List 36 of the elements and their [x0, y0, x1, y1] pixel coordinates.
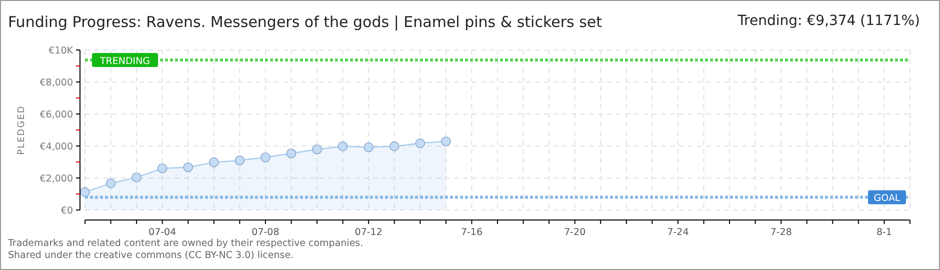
ref-line-label: GOAL [874, 193, 901, 204]
point [286, 148, 296, 158]
point [80, 187, 90, 197]
point [209, 157, 219, 168]
x-tick-label: 07-04 [148, 227, 176, 238]
point [132, 172, 142, 182]
x-tick-label: 7-16 [460, 227, 482, 238]
y-axis-title: PLEDGED [17, 105, 27, 155]
y-tick-label: €2,000 [40, 174, 73, 184]
point [260, 152, 270, 162]
text: Shared under the creative commons (CC BY-NC 3.0) license. [8, 250, 294, 261]
y-tick-label: €0 [60, 206, 73, 216]
y-tick-label: €10K [48, 46, 74, 56]
x-tick-label: 8-1 [876, 227, 892, 238]
point [183, 162, 194, 172]
x-tick-label: 7-20 [564, 227, 586, 238]
chart-subtitle: Trending: €9,374 (1171%) [736, 13, 920, 29]
point [106, 178, 116, 188]
x-tick-label: 07-08 [252, 227, 280, 238]
x-tick-label: 07-12 [354, 227, 382, 238]
y-tick-label: €8,000 [40, 78, 73, 88]
point [338, 141, 348, 152]
text: Trademarks and related content are owned by their respective companies. [7, 238, 364, 249]
point [415, 138, 426, 148]
chart-title: Funding Progress: Ravens. Messengers of the gods | Enamel pins & stickers set [8, 13, 602, 31]
point [389, 141, 400, 152]
ref-line-label: TRENDING [98, 56, 150, 68]
x-tick-label: 7-24 [667, 227, 689, 238]
point [234, 156, 245, 166]
y-tick-label: €6,000 [40, 110, 73, 120]
point [364, 142, 374, 152]
point [441, 136, 451, 146]
point [312, 144, 322, 154]
point [157, 164, 168, 174]
y-tick-label: €4,000 [40, 142, 73, 152]
x-tick-label: 7-28 [770, 227, 792, 238]
